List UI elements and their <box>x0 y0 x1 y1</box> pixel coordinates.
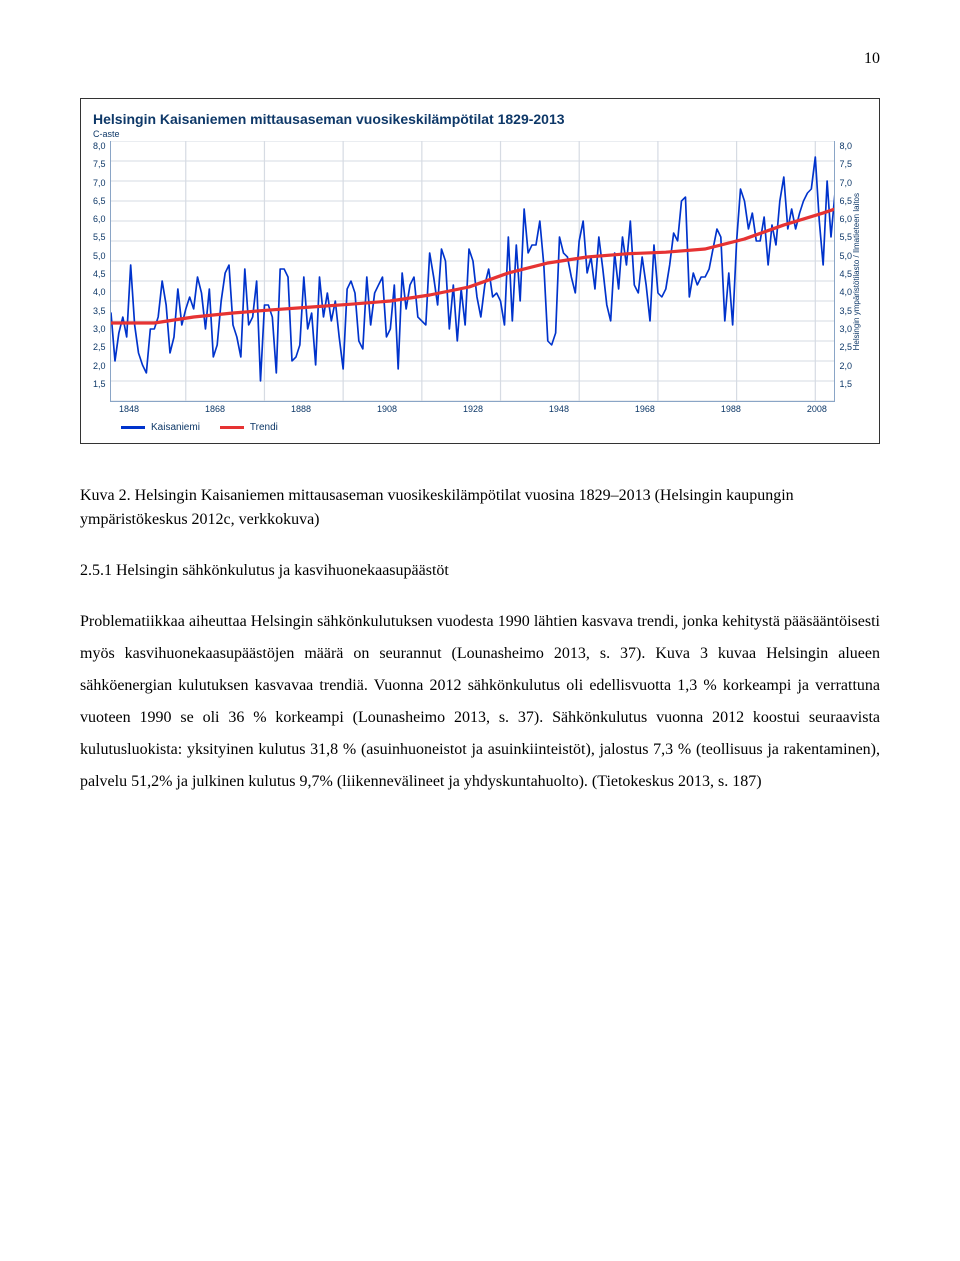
body-paragraph: Problematiikkaa aiheuttaa Helsingin sähk… <box>80 606 880 798</box>
caption-text: Helsingin Kaisaniemen mittausaseman vuos… <box>80 487 794 528</box>
section-heading: 2.5.1 Helsingin sähkönkulutus ja kasvihu… <box>80 562 880 580</box>
x-axis: 184818681888190819281948196819882008 <box>119 404 827 414</box>
figure-caption: Kuva 2. Helsingin Kaisaniemen mittausase… <box>80 484 880 532</box>
caption-label: Kuva 2. <box>80 487 131 504</box>
legend: KaisaniemiTrendi <box>121 422 867 433</box>
chart-container: Helsingin Kaisaniemen mittausaseman vuos… <box>80 98 880 444</box>
page-number: 10 <box>80 50 880 68</box>
plot-area <box>110 141 836 402</box>
y-axis-right: 8,07,57,06,56,05,55,04,54,03,53,02,52,01… <box>835 141 852 389</box>
plot-wrap: 8,07,57,06,56,05,55,04,54,03,53,02,52,01… <box>93 141 867 402</box>
chart-attribution: Helsingin ympäristötilasto / Ilmatieteen… <box>852 193 867 350</box>
y-axis-left: 8,07,57,06,56,05,55,04,54,03,53,02,52,01… <box>93 141 110 389</box>
y-axis-unit: C-aste <box>93 129 867 139</box>
chart-title: Helsingin Kaisaniemen mittausaseman vuos… <box>93 111 867 127</box>
